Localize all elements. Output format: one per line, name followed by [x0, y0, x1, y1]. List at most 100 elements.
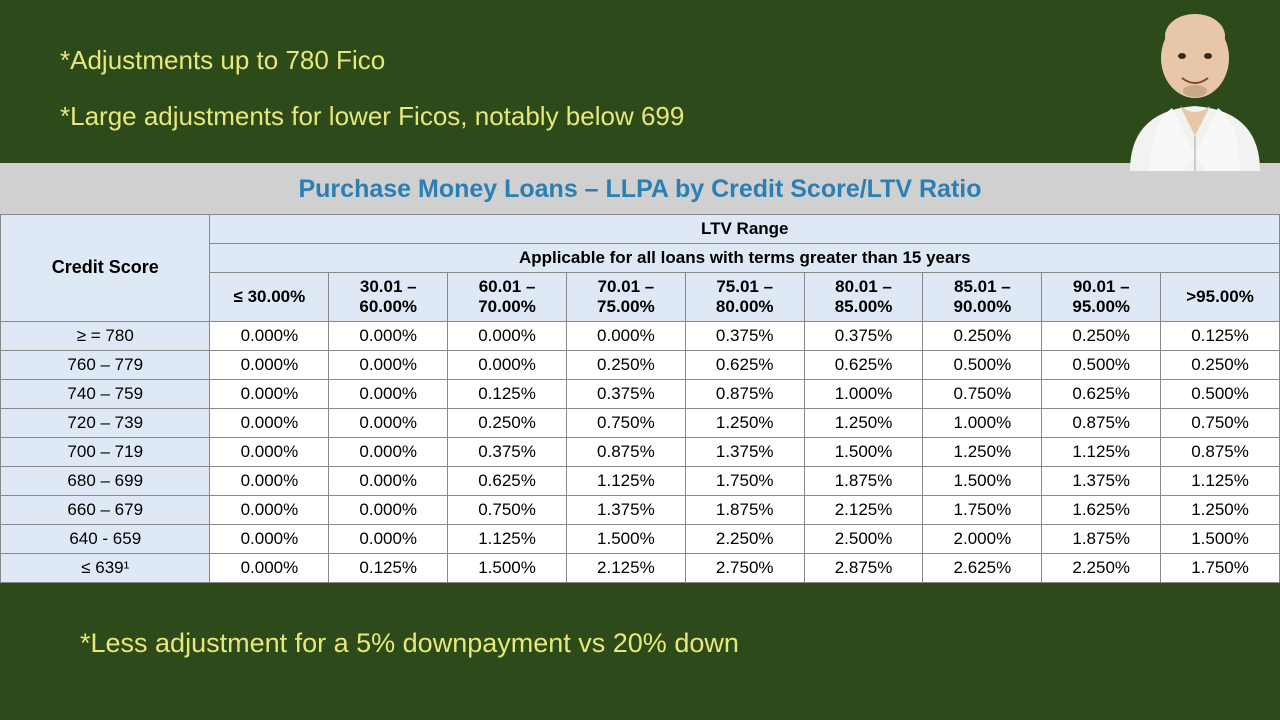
value-cell: 0.875% [1161, 437, 1280, 466]
value-cell: 0.875% [1042, 408, 1161, 437]
table-row: 640 - 6590.000%0.000%1.125%1.500%2.250%2… [1, 524, 1280, 553]
credit-score-cell: 700 – 719 [1, 437, 210, 466]
value-cell: 0.000% [210, 321, 329, 350]
value-cell: 1.125% [566, 466, 685, 495]
bullet-3: *Less adjustment for a 5% downpayment vs… [0, 583, 1280, 663]
value-cell: 0.125% [1161, 321, 1280, 350]
value-cell: 0.000% [210, 350, 329, 379]
value-cell: 0.250% [923, 321, 1042, 350]
value-cell: 2.750% [685, 553, 804, 582]
ltv-col-header: >95.00% [1161, 272, 1280, 321]
llpa-table-container: Purchase Money Loans – LLPA by Credit Sc… [0, 163, 1280, 583]
value-cell: 2.000% [923, 524, 1042, 553]
value-cell: 0.000% [210, 437, 329, 466]
bullet-1: *Adjustments up to 780 Fico [0, 0, 1280, 98]
value-cell: 0.625% [804, 350, 923, 379]
value-cell: 0.000% [329, 495, 448, 524]
value-cell: 0.000% [329, 408, 448, 437]
value-cell: 0.000% [566, 321, 685, 350]
value-cell: 0.750% [566, 408, 685, 437]
value-cell: 0.250% [566, 350, 685, 379]
credit-score-cell: ≥ = 780 [1, 321, 210, 350]
applicable-header: Applicable for all loans with terms grea… [210, 243, 1280, 272]
value-cell: 1.750% [685, 466, 804, 495]
bullet-2: *Large adjustments for lower Ficos, nota… [0, 98, 1280, 134]
value-cell: 0.375% [685, 321, 804, 350]
credit-score-cell: 640 - 659 [1, 524, 210, 553]
value-cell: 0.000% [210, 379, 329, 408]
value-cell: 2.625% [923, 553, 1042, 582]
value-cell: 1.125% [1042, 437, 1161, 466]
credit-score-cell: 720 – 739 [1, 408, 210, 437]
credit-score-cell: ≤ 639¹ [1, 553, 210, 582]
value-cell: 0.000% [329, 524, 448, 553]
value-cell: 0.625% [448, 466, 567, 495]
value-cell: 0.000% [210, 466, 329, 495]
value-cell: 0.000% [329, 466, 448, 495]
value-cell: 0.000% [210, 524, 329, 553]
credit-score-cell: 660 – 679 [1, 495, 210, 524]
value-cell: 0.625% [685, 350, 804, 379]
value-cell: 1.500% [1161, 524, 1280, 553]
value-cell: 2.125% [566, 553, 685, 582]
value-cell: 0.750% [1161, 408, 1280, 437]
table-row: 740 – 7590.000%0.000%0.125%0.375%0.875%1… [1, 379, 1280, 408]
table-row: 680 – 6990.000%0.000%0.625%1.125%1.750%1… [1, 466, 1280, 495]
value-cell: 0.250% [1042, 321, 1161, 350]
credit-score-cell: 680 – 699 [1, 466, 210, 495]
value-cell: 0.000% [210, 495, 329, 524]
value-cell: 1.625% [1042, 495, 1161, 524]
value-cell: 0.000% [329, 437, 448, 466]
table-row: 720 – 7390.000%0.000%0.250%0.750%1.250%1… [1, 408, 1280, 437]
value-cell: 0.250% [448, 408, 567, 437]
value-cell: 1.875% [804, 466, 923, 495]
value-cell: 1.125% [448, 524, 567, 553]
value-cell: 1.000% [804, 379, 923, 408]
value-cell: 0.500% [923, 350, 1042, 379]
value-cell: 1.500% [804, 437, 923, 466]
table-row: ≥ = 7800.000%0.000%0.000%0.000%0.375%0.3… [1, 321, 1280, 350]
ltv-col-header: 70.01 – 75.00% [566, 272, 685, 321]
value-cell: 1.375% [685, 437, 804, 466]
ltv-col-header: 75.01 – 80.00% [685, 272, 804, 321]
value-cell: 1.250% [923, 437, 1042, 466]
value-cell: 2.500% [804, 524, 923, 553]
value-cell: 1.250% [804, 408, 923, 437]
value-cell: 2.250% [1042, 553, 1161, 582]
value-cell: 0.500% [1042, 350, 1161, 379]
credit-score-header: Credit Score [1, 214, 210, 321]
ltv-col-header: 30.01 – 60.00% [329, 272, 448, 321]
value-cell: 1.375% [1042, 466, 1161, 495]
value-cell: 0.000% [329, 321, 448, 350]
value-cell: 2.125% [804, 495, 923, 524]
value-cell: 2.250% [685, 524, 804, 553]
value-cell: 1.500% [923, 466, 1042, 495]
value-cell: 0.750% [923, 379, 1042, 408]
value-cell: 1.750% [1161, 553, 1280, 582]
value-cell: 0.000% [329, 379, 448, 408]
table-row: ≤ 639¹0.000%0.125%1.500%2.125%2.750%2.87… [1, 553, 1280, 582]
value-cell: 0.250% [1161, 350, 1280, 379]
ltv-range-header: LTV Range [210, 214, 1280, 243]
llpa-table: Credit Score LTV Range Applicable for al… [0, 214, 1280, 583]
value-cell: 1.250% [1161, 495, 1280, 524]
value-cell: 0.000% [329, 350, 448, 379]
value-cell: 1.125% [1161, 466, 1280, 495]
value-cell: 0.000% [210, 408, 329, 437]
value-cell: 0.625% [1042, 379, 1161, 408]
value-cell: 0.375% [804, 321, 923, 350]
value-cell: 0.375% [448, 437, 567, 466]
ltv-col-header: ≤ 30.00% [210, 272, 329, 321]
value-cell: 0.000% [448, 350, 567, 379]
value-cell: 0.125% [329, 553, 448, 582]
value-cell: 2.875% [804, 553, 923, 582]
table-body: ≥ = 7800.000%0.000%0.000%0.000%0.375%0.3… [1, 321, 1280, 582]
ltv-col-header: 85.01 – 90.00% [923, 272, 1042, 321]
table-header: Credit Score LTV Range Applicable for al… [1, 214, 1280, 321]
value-cell: 0.125% [448, 379, 567, 408]
table-row: 660 – 6790.000%0.000%0.750%1.375%1.875%2… [1, 495, 1280, 524]
table-title: Purchase Money Loans – LLPA by Credit Sc… [0, 163, 1280, 214]
value-cell: 0.000% [448, 321, 567, 350]
value-cell: 0.500% [1161, 379, 1280, 408]
value-cell: 0.875% [566, 437, 685, 466]
